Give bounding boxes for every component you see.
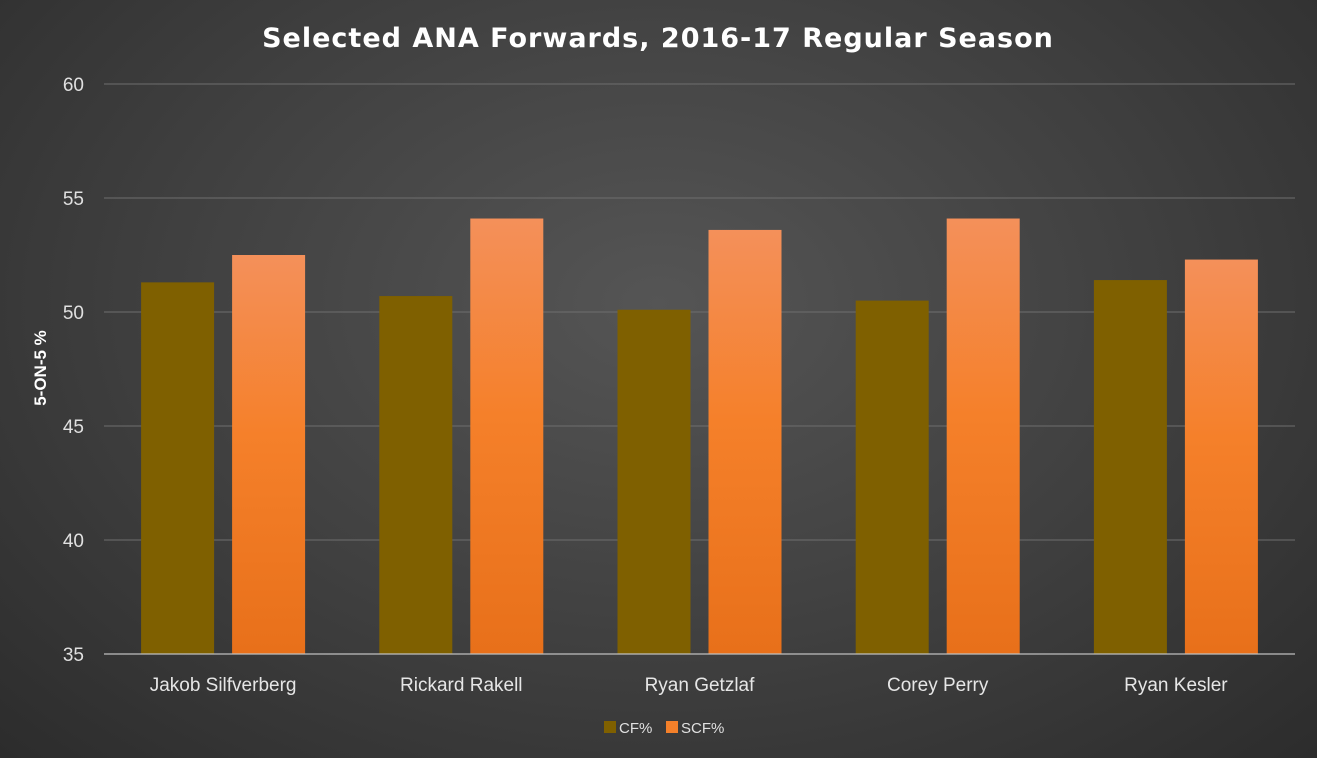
bar-scf-5: [1184, 259, 1258, 654]
x-tick-label: Corey Perry: [887, 675, 989, 696]
x-axis-ticks: Jakob Silfverberg Rickard Rakell Ryan Getz…: [150, 675, 1229, 696]
bar-cf-1: [141, 282, 215, 654]
y-tick-label: 60: [63, 75, 84, 96]
y-tick-label: 45: [63, 417, 84, 438]
x-tick-label: Ryan Getzlaf: [645, 675, 756, 696]
y-tick-label: 55: [63, 189, 84, 210]
bar-cf-2: [379, 296, 453, 654]
y-axis-ticks: 35 40 45 50 55 60: [63, 75, 84, 666]
legend-label: SCF%: [681, 720, 724, 737]
legend-swatch-cf: [604, 721, 616, 733]
y-tick-label: 50: [63, 303, 84, 324]
bar-scf-2: [470, 218, 544, 654]
y-axis-label: 5-ON-5 %: [31, 330, 50, 406]
legend-label: CF%: [619, 720, 652, 737]
bar-scf-1: [232, 255, 306, 654]
y-tick-label: 40: [63, 531, 84, 552]
bars: [141, 218, 1258, 655]
chart-title: Selected ANA Forwards, 2016-17 Regular S…: [262, 23, 1054, 54]
legend-swatch-scf: [666, 721, 678, 733]
bar-cf-3: [617, 309, 691, 654]
bar-scf-3: [708, 229, 782, 655]
y-tick-label: 35: [63, 645, 84, 666]
legend: CF% SCF%: [604, 720, 724, 737]
bar-cf-4: [855, 300, 929, 654]
x-tick-label: Jakob Silfverberg: [150, 675, 297, 696]
bar-cf-5: [1093, 280, 1167, 654]
x-tick-label: Rickard Rakell: [400, 675, 522, 696]
x-tick-label: Ryan Kesler: [1124, 675, 1228, 696]
bar-scf-4: [946, 218, 1020, 654]
